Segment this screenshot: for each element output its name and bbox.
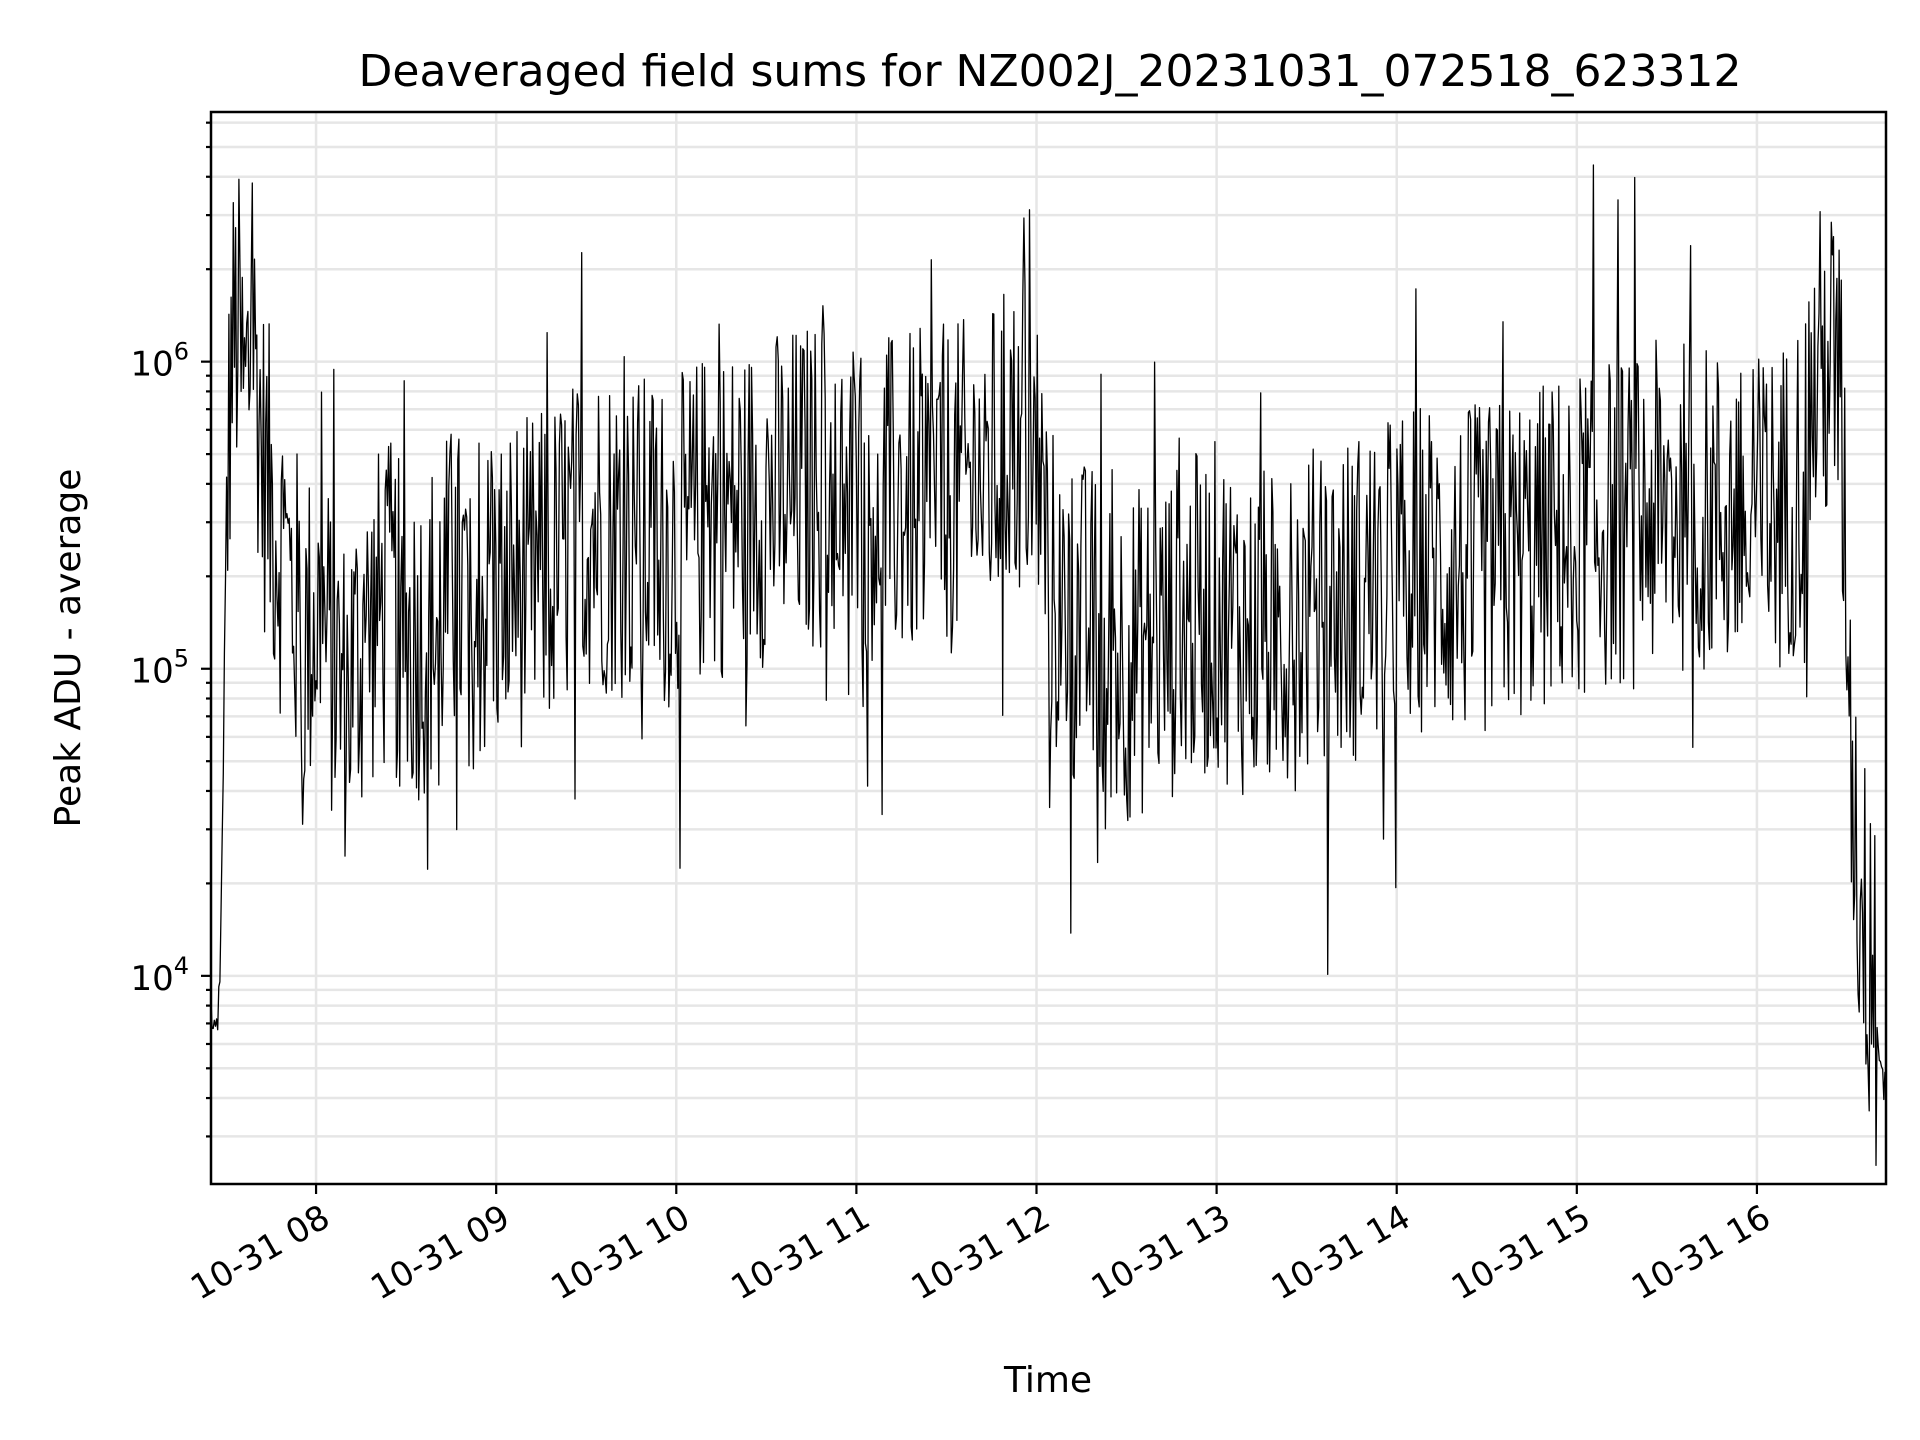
x-tick-label: 10-31 16: [1625, 1197, 1777, 1308]
chart-title: Deaveraged field sums for NZ002J_2023103…: [359, 46, 1742, 97]
x-axis-ticks: 10-31 08 10-31 09 10-31 10 10-31 11 10-31 12…: [184, 1184, 1777, 1308]
y-axis-label: Peak ADU - average: [48, 469, 89, 828]
axes-frame: [209, 110, 1888, 1186]
x-tick-label: 10-31 10: [544, 1197, 696, 1308]
y-axis-ticks: 104 105 106: [130, 121, 211, 1138]
y-tick-label: 105: [130, 645, 189, 692]
x-tick-label: 10-31 08: [184, 1197, 336, 1308]
y-tick-label: 104: [130, 952, 189, 999]
series-line: [210, 164, 1887, 1167]
x-axis-label: Time: [1003, 1360, 1092, 1401]
x-tick-label: 10-31 11: [724, 1197, 876, 1308]
x-tick-label: 10-31 09: [364, 1197, 516, 1308]
x-tick-label: 10-31 14: [1265, 1197, 1417, 1308]
plot-area: [210, 164, 1887, 1167]
y-tick-label: 106: [130, 338, 189, 385]
x-tick-label: 10-31 12: [905, 1197, 1057, 1308]
x-tick-label: 10-31 13: [1085, 1197, 1237, 1308]
x-tick-label: 10-31 15: [1445, 1197, 1597, 1308]
